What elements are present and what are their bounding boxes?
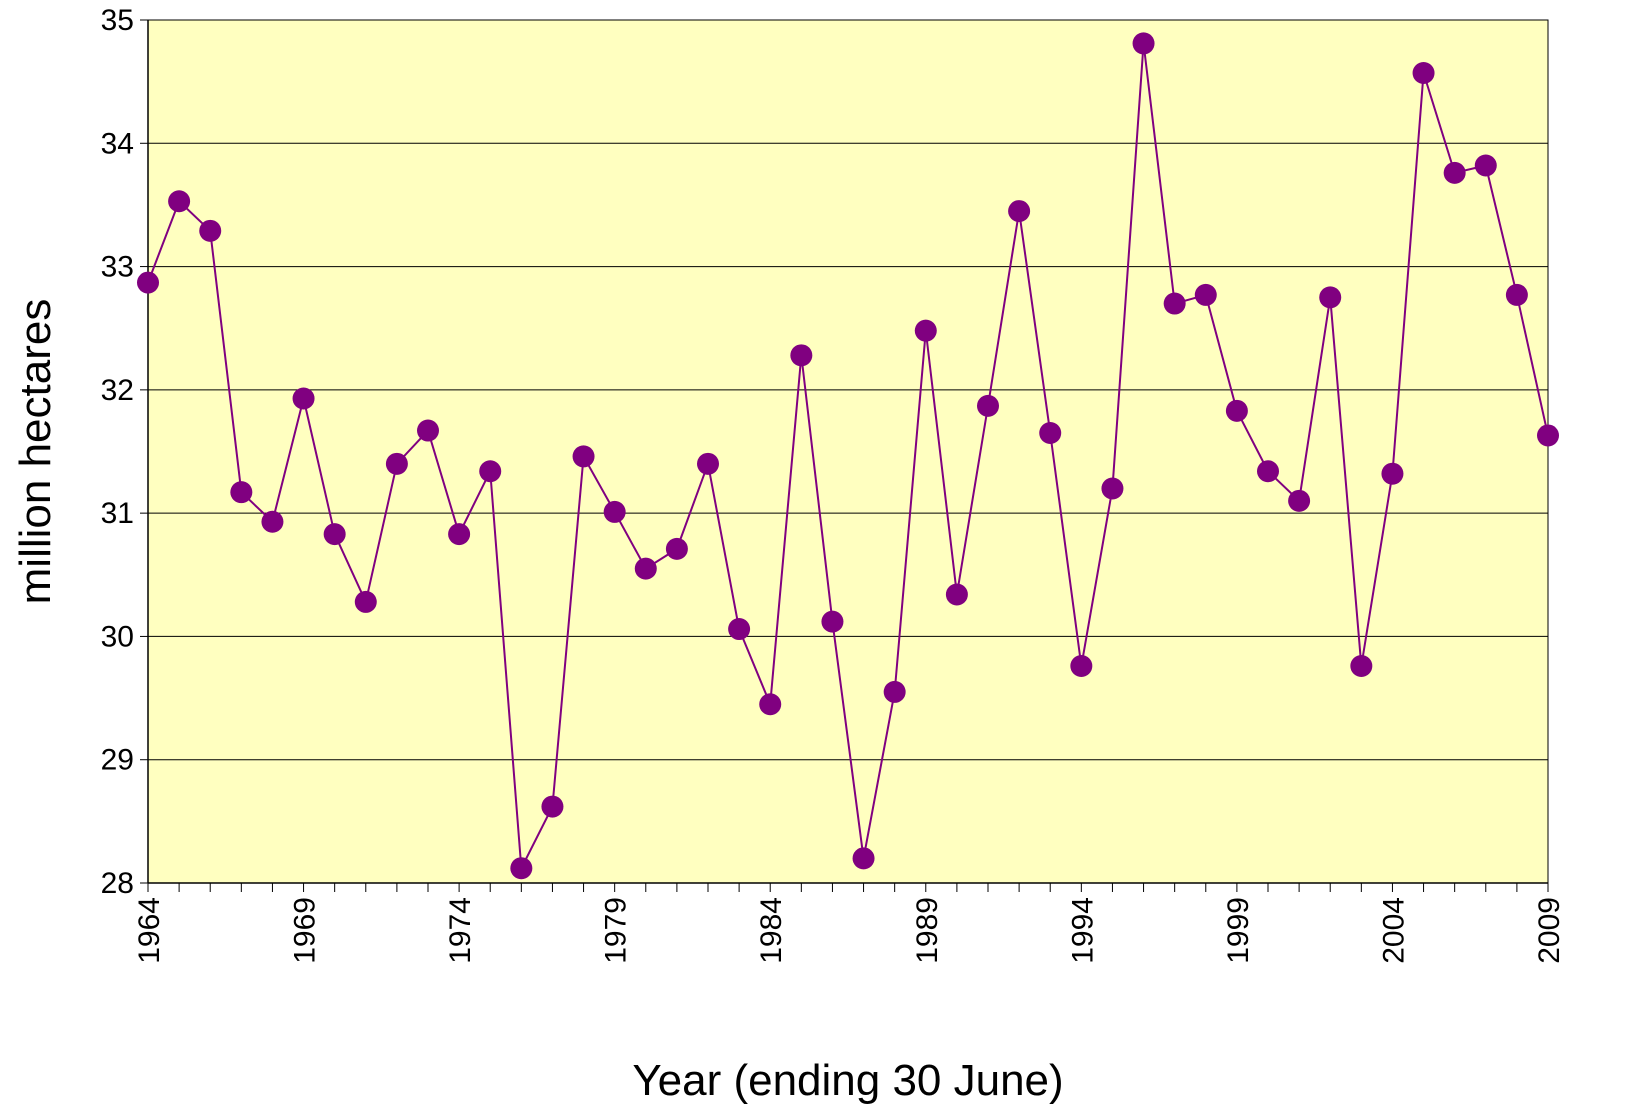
x-tick-label-1999: 1999	[1222, 897, 1255, 964]
y-tick-label-35: 35	[101, 4, 134, 37]
data-point-2007	[1474, 154, 1497, 177]
data-point-1981	[665, 537, 688, 560]
data-point-1971	[354, 590, 377, 613]
data-point-2001	[1288, 489, 1311, 512]
data-point-2005	[1412, 62, 1435, 85]
data-point-1972	[385, 452, 408, 475]
x-tick-label-1989: 1989	[911, 897, 944, 964]
x-tick-label-1984: 1984	[755, 897, 788, 964]
plot-area	[147, 19, 1549, 884]
y-tick-label-30: 30	[101, 620, 134, 653]
data-point-1990	[945, 583, 968, 606]
data-point-1965	[168, 190, 191, 213]
data-point-1973	[417, 419, 439, 442]
data-point-1964	[137, 271, 159, 294]
y-tick-label-33: 33	[101, 251, 134, 284]
x-tick-label-1994: 1994	[1066, 897, 1099, 964]
data-point-2009	[1537, 424, 1559, 447]
data-point-1987	[852, 847, 875, 870]
data-point-1983	[728, 618, 751, 641]
y-tick-label-34: 34	[101, 127, 134, 160]
data-point-1968	[261, 510, 284, 533]
x-tick-label-2009: 2009	[1533, 897, 1566, 964]
data-point-1980	[634, 557, 657, 580]
series-line	[147, 43, 1549, 872]
y-axis-title: million hectares	[11, 299, 60, 605]
data-point-1970	[323, 523, 346, 546]
data-point-1966	[199, 219, 222, 242]
data-point-1999	[1225, 399, 1248, 422]
data-point-1992	[1008, 200, 1031, 223]
data-point-1998	[1194, 283, 1217, 306]
data-point-1982	[697, 452, 719, 475]
data-point-2008	[1505, 283, 1528, 306]
data-point-1989	[914, 319, 937, 342]
data-point-2003	[1350, 655, 1373, 678]
data-point-1969	[292, 387, 315, 410]
y-tick-label-32: 32	[101, 374, 134, 407]
data-point-1995	[1101, 477, 1124, 500]
axes	[140, 19, 1549, 892]
x-tick-label-1979: 1979	[600, 897, 633, 964]
data-point-1978	[572, 445, 595, 468]
y-tick-label-29: 29	[101, 744, 134, 777]
data-point-1988	[883, 680, 906, 703]
tick-labels: 28 29 30 31 32 33 34 35 1964 1969 1974 1979 1984 1989…	[101, 4, 1566, 964]
x-tick-label-2004: 2004	[1377, 897, 1410, 964]
gridlines	[148, 19, 1548, 761]
data-point-1967	[230, 481, 253, 504]
data-point-1977	[541, 795, 564, 818]
data-point-1994	[1070, 655, 1093, 678]
data-point-1986	[821, 610, 844, 633]
data-point-2000	[1257, 460, 1279, 483]
data-point-1993	[1039, 422, 1062, 445]
data-point-2004	[1381, 462, 1404, 485]
data-point-2002	[1319, 286, 1342, 309]
data-point-1997	[1163, 292, 1186, 315]
y-tick-label-28: 28	[101, 867, 134, 900]
data-points	[137, 32, 1559, 880]
data-point-1979	[603, 500, 626, 523]
data-point-1974	[448, 523, 471, 546]
x-tick-label-1964: 1964	[133, 897, 166, 964]
data-point-1991	[977, 394, 999, 417]
data-point-1975	[479, 460, 502, 483]
data-point-1996	[1132, 32, 1155, 55]
data-point-1976	[510, 857, 533, 880]
x-tick-label-1974: 1974	[444, 897, 477, 964]
data-point-1984	[759, 693, 782, 716]
data-point-2006	[1443, 161, 1466, 184]
y-tick-label-31: 31	[101, 497, 134, 530]
x-tick-label-1969: 1969	[289, 897, 322, 964]
data-point-1985	[790, 344, 813, 367]
x-axis-title: Year (ending 30 June)	[632, 1056, 1063, 1105]
series-polyline	[147, 43, 1549, 872]
